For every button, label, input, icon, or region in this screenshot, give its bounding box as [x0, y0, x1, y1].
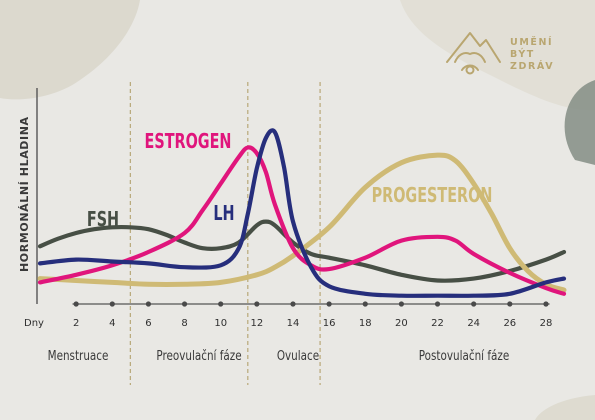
x-tick-label: 2 — [73, 318, 79, 329]
x-tick-label: 22 — [431, 318, 444, 329]
series-labels: FSH ESTROGEN LH PROGESTERON — [87, 131, 493, 232]
bg-blob-bottom-right — [535, 395, 595, 420]
series-line-fsh — [37, 219, 567, 283]
x-axis-unit-label: Dny — [24, 318, 44, 329]
series-layer — [37, 128, 567, 298]
x-tick-dot — [543, 301, 549, 307]
x-tick-label: 24 — [467, 318, 480, 329]
series-line-estrogen — [37, 145, 567, 296]
x-tick-label: 14 — [287, 318, 300, 329]
phase-label: Menstruace — [48, 348, 109, 363]
x-tick-dot — [145, 301, 152, 307]
phase-label: Preovulační fáze — [156, 348, 241, 363]
brand-logo: UMĚNÍ BÝT ZDRÁV — [446, 32, 554, 75]
x-tick-label: 8 — [181, 318, 187, 329]
x-tick-label: 4 — [109, 318, 115, 329]
x-tick-dot — [471, 301, 477, 307]
x-tick-dot — [181, 301, 188, 307]
x-tick-label: 6 — [145, 318, 151, 329]
brand-name-line-1: UMĚNÍ — [510, 36, 553, 48]
x-axis: Dny 2 4 6 8 10 12 14 16 18 20 22 24 26 28 — [24, 301, 552, 329]
brand-name-line-3: ZDRÁV — [510, 60, 554, 72]
x-tick-label: 20 — [395, 318, 408, 329]
series-label-progesteron: PROGESTERON — [372, 185, 493, 208]
phase-label: Postovulační fáze — [419, 348, 509, 363]
brand-name-line-2: BÝT — [510, 48, 535, 60]
axes: HORMONÁLNÍ HLADINA — [18, 88, 38, 304]
x-tick-label: 28 — [540, 318, 553, 329]
bg-blob-right — [564, 80, 595, 165]
x-tick-label: 26 — [503, 318, 516, 329]
x-tick-label: 10 — [214, 318, 227, 329]
series-label-lh: LH — [213, 203, 234, 226]
bg-blob-top-right — [400, 0, 595, 111]
phase-label: Ovulace — [277, 348, 319, 363]
series-label-estrogen: ESTROGEN — [145, 131, 232, 154]
x-tick-label: 16 — [323, 318, 336, 329]
x-tick-dot — [290, 301, 296, 307]
bg-blob-top-left — [0, 0, 140, 100]
x-tick-dot — [218, 301, 224, 307]
x-tick-label: 12 — [250, 318, 263, 329]
y-axis-label: HORMONÁLNÍ HLADINA — [18, 116, 31, 272]
series-label-fsh: FSH — [87, 209, 119, 232]
series-line-progesteron — [37, 152, 567, 293]
series-line-lh — [37, 128, 567, 298]
phase-dividers — [129, 82, 321, 385]
x-tick-dot — [362, 301, 368, 307]
mountain-lotus-icon — [446, 32, 501, 75]
x-tick-label: 18 — [359, 318, 372, 329]
x-tick-dot — [507, 301, 513, 307]
x-tick-dot — [398, 301, 404, 307]
x-tick-dot — [254, 301, 260, 307]
phase-labels: Menstruace Preovulační fáze Ovulace Postovu… — [48, 348, 510, 363]
x-tick-dot — [109, 301, 115, 307]
x-tick-dot — [434, 301, 441, 307]
x-tick-dot — [73, 301, 79, 307]
x-tick-dot — [326, 301, 332, 307]
